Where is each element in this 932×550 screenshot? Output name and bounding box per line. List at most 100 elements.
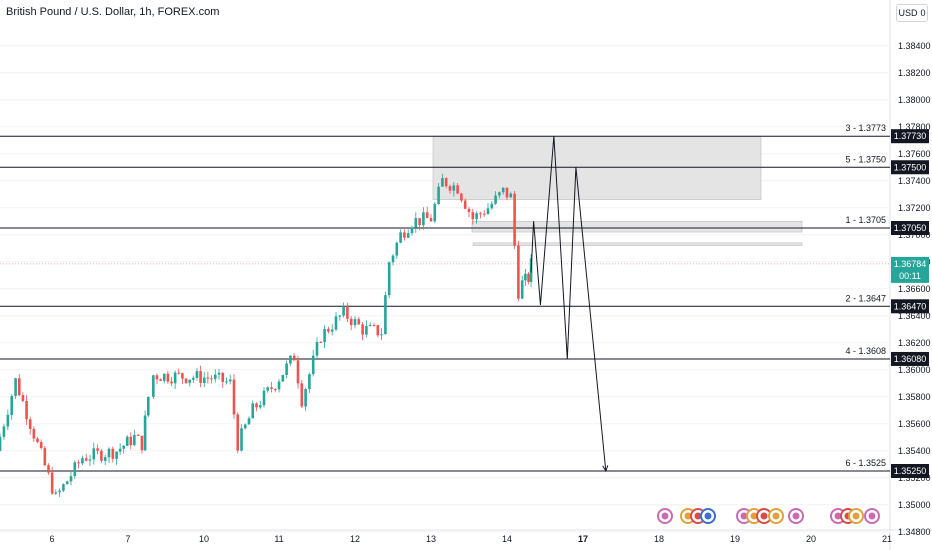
level-label: 6 - 1.3525: [845, 458, 886, 468]
candle-body: [236, 414, 240, 451]
candle-body: [0, 436, 2, 451]
candle-body: [384, 295, 387, 335]
candle-body: [258, 405, 262, 408]
candle-body: [140, 435, 144, 451]
candle-body: [32, 428, 36, 439]
candle-body: [513, 193, 516, 246]
candle-body: [184, 378, 188, 383]
level-price-tag: [891, 351, 929, 366]
flag-icon: [868, 512, 876, 520]
y-tick-label: 1.36200: [898, 338, 931, 348]
candle-body: [136, 434, 140, 436]
candle-body: [422, 212, 425, 226]
candle-body: [213, 374, 217, 380]
candle-body: [92, 448, 96, 460]
candle-body: [232, 379, 236, 415]
x-tick-label: 11: [274, 534, 283, 544]
candle-body: [486, 208, 490, 215]
candle-body: [103, 457, 107, 461]
y-tick-label: 1.36400: [898, 311, 931, 321]
economic-events[interactable]: [657, 508, 880, 524]
candle-body: [471, 212, 475, 220]
flag-icon: [694, 512, 702, 520]
y-tick-label: 1.37800: [898, 122, 931, 132]
candle-body: [133, 434, 136, 446]
candle-body: [304, 389, 307, 407]
candle-body: [327, 328, 330, 332]
level-price-tag: [891, 160, 929, 175]
candle-body: [107, 448, 111, 458]
candles: [0, 173, 533, 497]
candle-body: [517, 245, 520, 299]
currency-selector[interactable]: USD 0: [896, 4, 928, 22]
y-tick-label: 1.34800: [898, 527, 931, 537]
candle-body: [270, 387, 273, 389]
candle-body: [296, 360, 300, 384]
projection-path[interactable]: [530, 136, 607, 472]
candle-body: [460, 193, 463, 201]
candle-body: [84, 458, 88, 461]
candle-body: [376, 325, 380, 336]
candle-body: [62, 484, 65, 491]
y-tick-label: 1.37200: [898, 203, 931, 213]
candle-body: [433, 204, 437, 222]
candle-body: [365, 326, 368, 335]
candle-body: [69, 476, 73, 482]
candle-body: [21, 395, 25, 402]
candle-body: [36, 438, 39, 443]
candle-body: [251, 403, 255, 419]
candle-body: [240, 428, 243, 451]
candle-body: [25, 401, 28, 420]
candle-body: [300, 383, 304, 407]
level-label: 4 - 1.3608: [845, 346, 886, 356]
candle-body: [368, 324, 372, 327]
y-tick-label: 1.35600: [898, 419, 931, 429]
candle-body: [452, 185, 456, 191]
x-tick-label: 20: [806, 534, 816, 544]
candle-body: [143, 415, 147, 451]
candle-body: [118, 448, 122, 452]
candle-body: [159, 379, 162, 381]
candle-body: [73, 462, 77, 477]
candle-body: [192, 377, 195, 380]
candle-body: [444, 178, 448, 187]
candle-body: [418, 218, 421, 226]
y-tick-label: 1.38200: [898, 68, 931, 78]
candle-body: [210, 378, 213, 380]
candle-body: [122, 445, 125, 449]
candle-body: [262, 390, 266, 406]
flag-icon: [852, 512, 860, 520]
x-tick-label: 13: [426, 534, 436, 544]
candle-body: [115, 451, 118, 459]
flag-icon: [792, 512, 800, 520]
candle-body: [146, 396, 150, 416]
countdown-text: 00:11: [899, 271, 921, 281]
level-price-tag-text: 1.35250: [894, 466, 927, 476]
candle-body: [96, 448, 99, 451]
candle-body: [155, 375, 159, 380]
candle-body: [406, 233, 410, 238]
candle-body: [199, 371, 202, 383]
candle-body: [399, 232, 402, 243]
candle-body: [308, 374, 311, 390]
x-tick-label: 19: [730, 534, 740, 544]
candle-body: [243, 424, 247, 429]
y-tick-label: 1.36600: [898, 284, 931, 294]
candle-body: [129, 436, 133, 446]
x-tick-label: 17: [578, 534, 588, 544]
candle-body: [482, 213, 486, 215]
candle-body: [247, 418, 251, 425]
candle-body: [225, 381, 228, 383]
candle-body: [494, 195, 497, 204]
candle-body: [520, 280, 524, 299]
level-price-tag-text: 1.36470: [894, 301, 927, 311]
candle-body: [6, 414, 10, 427]
candle-body: [372, 324, 376, 326]
candle-body: [342, 306, 345, 316]
candle-body: [437, 186, 440, 205]
candle-body: [509, 193, 513, 198]
flag-icon: [760, 512, 768, 520]
candle-body: [177, 372, 181, 374]
